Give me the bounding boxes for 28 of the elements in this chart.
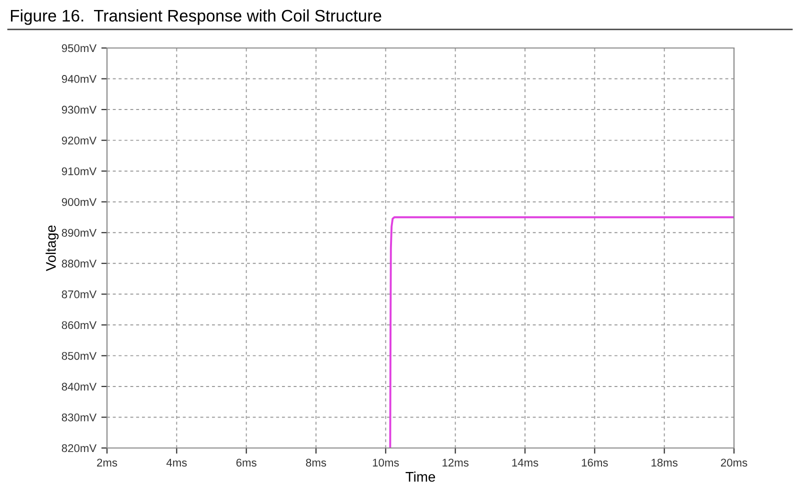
y-tick-label: 870mV [62, 290, 97, 298]
x-tick-label: 8ms [306, 458, 326, 467]
x-tick-label: 10ms [372, 458, 399, 467]
y-tick-label: 880mV [62, 260, 97, 268]
y-tick-label: 860mV [62, 321, 97, 330]
y-tick-label: 910mV [62, 167, 97, 176]
y-tick-label: 920mV [62, 136, 97, 144]
chart-title: Figure 16. Transient Response with Coil Structure [10, 9, 382, 25]
y-tick-label: 930mV [62, 106, 97, 114]
y-tick-label: 820mV [62, 444, 97, 452]
y-tick-label: 840mV [62, 382, 97, 391]
x-tick-label: 16ms [582, 458, 608, 467]
x-tick-label: 6ms [236, 458, 256, 467]
y-tick-label: 890mV [62, 228, 97, 237]
y-tick-label: 850mV [62, 352, 97, 360]
y-tick-label: 950mV [62, 44, 97, 52]
x-tick-label: 12ms [442, 458, 469, 467]
y-tick-label: 900mV [62, 198, 97, 206]
x-tick-label: 14ms [512, 458, 538, 467]
line-series [389, 216, 734, 448]
x-tick-label: 18ms [652, 458, 678, 467]
y-tick-label: 830mV [62, 414, 97, 422]
x-tick-label: 4ms [166, 458, 187, 467]
y-axis-title: Voltage [46, 225, 59, 272]
x-tick-label: 20ms [720, 458, 748, 467]
y-tick-label: 940mV [62, 75, 97, 83]
x-axis-title: Time [406, 472, 436, 482]
x-tick-label: 2ms [97, 458, 118, 467]
